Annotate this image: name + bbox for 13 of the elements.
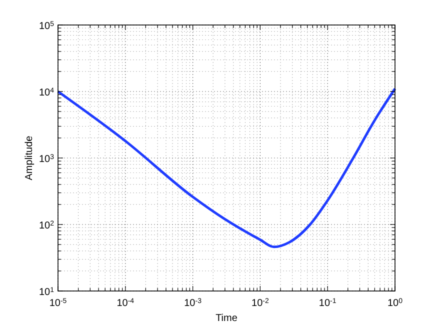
- x-tick-label: 10$^{-3}$: [184, 298, 202, 309]
- y-tick-label: 10$^{2}$: [38, 220, 54, 232]
- x-tick-label: 10$^{-2}$: [252, 298, 269, 309]
- x-tick-label: 10$^{-5}$: [49, 298, 67, 309]
- y-tick-label: 10$^{3}$: [38, 154, 54, 165]
- x-tick-label: 10$^{-4}$: [116, 298, 134, 309]
- x-tick-label: 10$^{0}$: [387, 298, 403, 309]
- y-tick-label: 10$^{1}$: [38, 286, 54, 298]
- x-tick-label: 10$^{-1}$: [318, 298, 336, 309]
- y-tick-label: 10$^{5}$: [38, 20, 54, 32]
- y-axis-title: Amplitude: [24, 135, 35, 180]
- x-axis-title: Time: [216, 313, 238, 324]
- y-tick-label: 10$^{4}$: [38, 87, 54, 98]
